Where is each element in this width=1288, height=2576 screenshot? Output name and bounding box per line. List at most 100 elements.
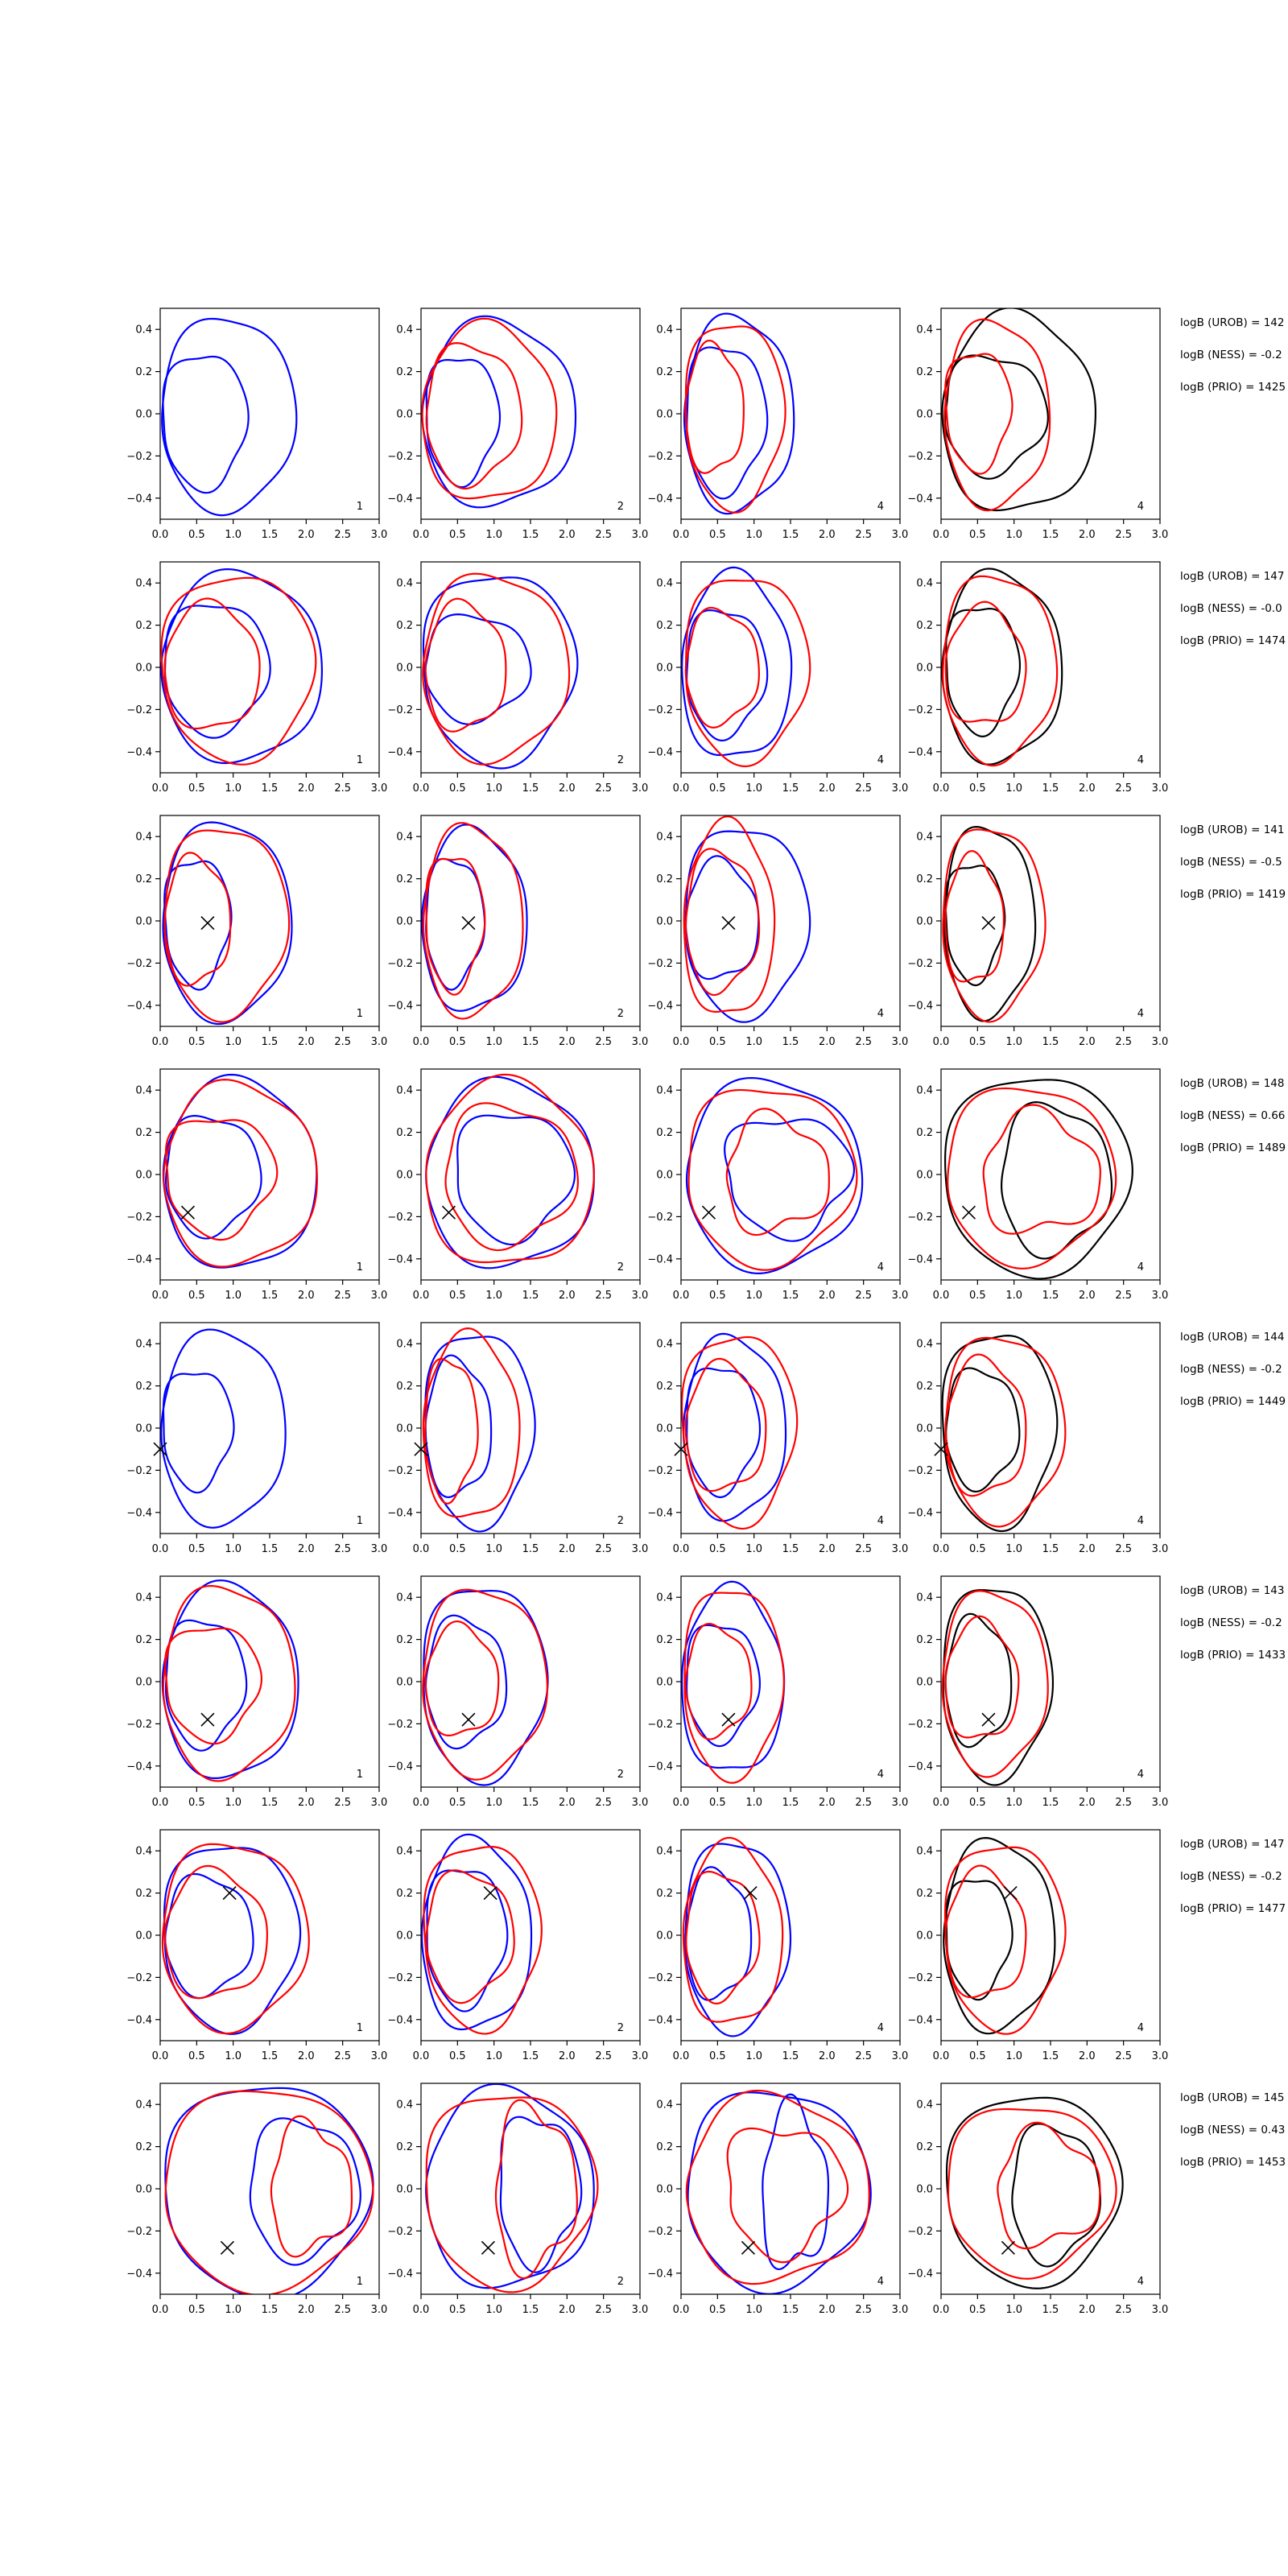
red-contour-4 [422, 1588, 548, 1781]
y-tick-label: −0.4 [387, 493, 413, 505]
panel-label: 1 [357, 1769, 363, 1781]
panel-label: 4 [1137, 1515, 1144, 1527]
blue-contour-1 [684, 855, 760, 980]
x-tick-label: 1.0 [485, 1290, 502, 1302]
blue-contour-1 [162, 1373, 235, 1494]
y-tick-label: −0.2 [647, 451, 673, 463]
logb-annotation: logB (UROB) = 141 [1180, 824, 1284, 836]
y-tick-label: 0.4 [916, 1339, 933, 1351]
subplot-r4-c2: 0.0 0.5 1.0 1.5 2.0 2.5 3.0 0.4 0.2 0.0 −0.2 −0.4 2 [387, 1068, 648, 1302]
x-marker [441, 1205, 456, 1220]
y-tick-label: −0.2 [126, 451, 152, 463]
x-tick-label: 2.5 [1115, 2304, 1132, 2316]
blue-contour-2 [424, 1335, 536, 1533]
y-tick-label: 0.2 [916, 1127, 933, 1139]
blue-contour-1 [762, 2093, 830, 2271]
red-contour-3 [944, 850, 1005, 983]
subplot-r5-c1: 0.0 0.5 1.0 1.5 2.0 2.5 3.0 0.4 0.2 0.0 −0.2 −0.4 1 [126, 1322, 387, 1555]
blue-contour-2 [682, 1332, 787, 1522]
x-tick-label: 1.0 [1005, 529, 1022, 541]
red-contour-3 [684, 1623, 753, 1740]
y-tick-label: 0.2 [656, 620, 673, 632]
x-tick-label: 1.0 [225, 529, 242, 541]
red-contour-4 [942, 575, 1059, 767]
panel-label: 4 [877, 1769, 884, 1781]
x-tick-label: 1.5 [522, 2304, 539, 2316]
blue-contour-1 [685, 609, 769, 742]
y-tick-label: 0.2 [135, 2141, 152, 2153]
x-tick-label: 2.0 [559, 782, 576, 795]
y-tick-label: 0.4 [916, 832, 933, 844]
x-tick-label: 2.5 [855, 2304, 872, 2316]
red-contour-3 [425, 857, 486, 996]
subplot-r5-c4: 0.0 0.5 1.0 1.5 2.0 2.5 3.0 0.4 0.2 0.0 −0.2 −0.4 4 [907, 1322, 1168, 1555]
x-tick-label: 2.0 [1079, 1797, 1096, 1809]
x-tick-label: 2.0 [298, 1543, 315, 1555]
y-tick-label: −0.4 [647, 2014, 673, 2026]
red-contour-3 [684, 606, 760, 729]
x-tick-label: 3.0 [1152, 1290, 1169, 1302]
x-tick-label: 0.5 [709, 1543, 726, 1555]
x-tick-label: 1.5 [522, 1036, 539, 1048]
logb-annotation: logB (PRIO) = 1474 [1180, 634, 1286, 647]
subplot-r7-c4: 0.0 0.5 1.0 1.5 2.0 2.5 3.0 0.4 0.2 0.0 −0.2 −0.4 4 [907, 1829, 1168, 2062]
panel-label: 4 [877, 2276, 884, 2288]
x-tick-label: 3.0 [371, 529, 388, 541]
x-tick-label: 2.5 [1115, 1797, 1132, 1809]
y-tick-label: 0.2 [135, 1634, 152, 1646]
x-tick-label: 2.0 [819, 2304, 836, 2316]
panel-label: 2 [617, 501, 624, 513]
y-tick-label: −0.4 [907, 2268, 933, 2280]
x-tick-label: 2.5 [855, 1797, 872, 1809]
x-tick-label: 1.0 [745, 2304, 762, 2316]
x-tick-label: 0.0 [673, 529, 690, 541]
y-tick-label: 0.0 [916, 1930, 933, 1942]
y-tick-label: −0.2 [126, 2226, 152, 2238]
y-tick-label: −0.2 [647, 1972, 673, 1984]
x-tick-label: 2.0 [1079, 529, 1096, 541]
red-contour-3 [944, 353, 1013, 475]
blue-contour-1 [456, 1114, 576, 1246]
x-tick-label: 2.5 [1115, 1290, 1132, 1302]
x-tick-label: 2.0 [559, 529, 576, 541]
y-tick-label: 0.0 [135, 1170, 152, 1182]
logb-annotation: logB (NESS) = -0.2 [1180, 1616, 1282, 1629]
x-marker [701, 1205, 716, 1220]
y-tick-label: −0.2 [907, 451, 933, 463]
x-tick-label: 0.0 [152, 1797, 169, 1809]
black-contour-1 [1011, 2123, 1102, 2268]
x-marker [180, 1205, 196, 1220]
x-tick-label: 2.0 [559, 1036, 576, 1048]
axes-frame [940, 1322, 1161, 1534]
x-tick-label: 2.0 [1079, 782, 1096, 795]
y-tick-label: 0.2 [135, 620, 152, 632]
x-tick-label: 2.5 [855, 529, 872, 541]
x-tick-label: 0.0 [152, 2050, 169, 2062]
x-tick-label: 1.5 [262, 1797, 279, 1809]
y-tick-label: 0.4 [916, 324, 933, 336]
x-tick-label: 3.0 [1152, 2304, 1169, 2316]
y-tick-label: −0.2 [907, 704, 933, 716]
y-tick-label: 0.4 [916, 578, 933, 590]
x-tick-label: 3.0 [892, 2050, 909, 2062]
x-tick-label: 2.5 [595, 782, 612, 795]
y-tick-label: 0.4 [396, 324, 413, 336]
y-tick-label: 0.0 [396, 916, 413, 928]
x-tick-label: 2.0 [819, 782, 836, 795]
x-tick-label: 2.5 [595, 1797, 612, 1809]
x-tick-label: 1.0 [1005, 1543, 1022, 1555]
y-tick-label: 0.2 [396, 1634, 413, 1646]
black-contour-2 [941, 308, 1097, 512]
logb-annotation: logB (UROB) = 148 [1180, 1077, 1284, 1090]
x-tick-label: 0.0 [673, 2050, 690, 2062]
blue-contour-1 [424, 613, 532, 725]
x-tick-label: 1.0 [485, 2304, 502, 2316]
x-tick-label: 0.5 [449, 1290, 466, 1302]
x-tick-label: 0.5 [449, 2050, 466, 2062]
subplot-r4-c3: 0.0 0.5 1.0 1.5 2.0 2.5 3.0 0.4 0.2 0.0 −0.2 −0.4 4 [647, 1068, 908, 1302]
panel-label: 2 [617, 1261, 624, 1274]
x-tick-label: 2.0 [559, 2050, 576, 2062]
x-marker [200, 1712, 215, 1727]
black-contour-1 [945, 1367, 1021, 1493]
red-contour-3 [423, 1358, 479, 1505]
